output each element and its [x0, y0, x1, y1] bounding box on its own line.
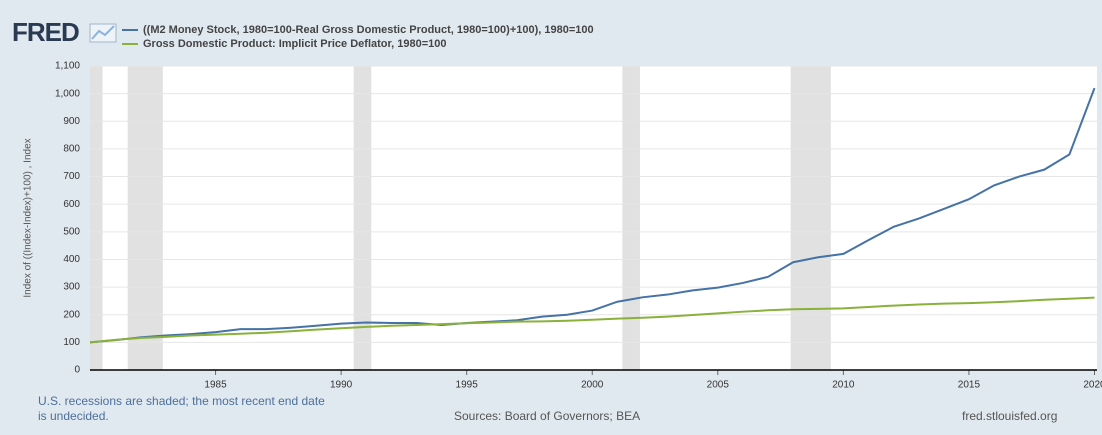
- x-tick-label: 1985: [204, 380, 227, 391]
- y-tick-label: 500: [63, 226, 80, 237]
- series-line: [89, 296, 1095, 344]
- logo: FRED: [12, 17, 79, 47]
- x-tick-label: 1995: [456, 380, 479, 391]
- y-tick-label: 700: [63, 171, 80, 182]
- y-tick-label: 100: [63, 337, 80, 348]
- recession-band: [790, 66, 831, 370]
- y-tick-label: 200: [63, 309, 80, 320]
- y-axis-label: Index of ((Index-Index)+100) , Index: [23, 138, 34, 297]
- y-tick-label: 0: [74, 365, 80, 376]
- x-tick-label: 2000: [581, 380, 604, 391]
- x-tick-label: 2005: [707, 380, 730, 391]
- note: U.S. recessions are shaded; the most rec…: [38, 394, 325, 423]
- series-line: [89, 87, 1096, 344]
- x-tick-label: 2010: [832, 380, 855, 391]
- logo-icon: [89, 23, 117, 43]
- y-tick-label: 400: [63, 254, 80, 265]
- legend-label: ((M2 Money Stock, 1980=100-Real Gross Do…: [143, 24, 594, 36]
- sources: Sources: Board of Governors; BEA: [454, 409, 641, 423]
- site: fred.stlouisfed.org: [962, 409, 1058, 423]
- recession-band: [127, 66, 163, 370]
- y-tick-label: 1,100: [55, 61, 80, 72]
- recession-band: [622, 66, 640, 370]
- y-tick-label: 1,000: [55, 88, 80, 99]
- x-tick-label: 2020: [1083, 380, 1102, 391]
- y-tick-label: 300: [63, 282, 80, 293]
- x-tick-label: 1990: [330, 380, 353, 391]
- recession-band: [90, 66, 103, 370]
- plot-area: [90, 66, 1097, 370]
- recession-band: [353, 66, 372, 370]
- legend-label: Gross Domestic Product: Implicit Price D…: [143, 38, 447, 50]
- y-tick-label: 800: [63, 144, 80, 155]
- x-tick-label: 2015: [958, 380, 981, 391]
- y-tick-label: 900: [63, 116, 80, 127]
- y-tick-label: 600: [63, 199, 80, 210]
